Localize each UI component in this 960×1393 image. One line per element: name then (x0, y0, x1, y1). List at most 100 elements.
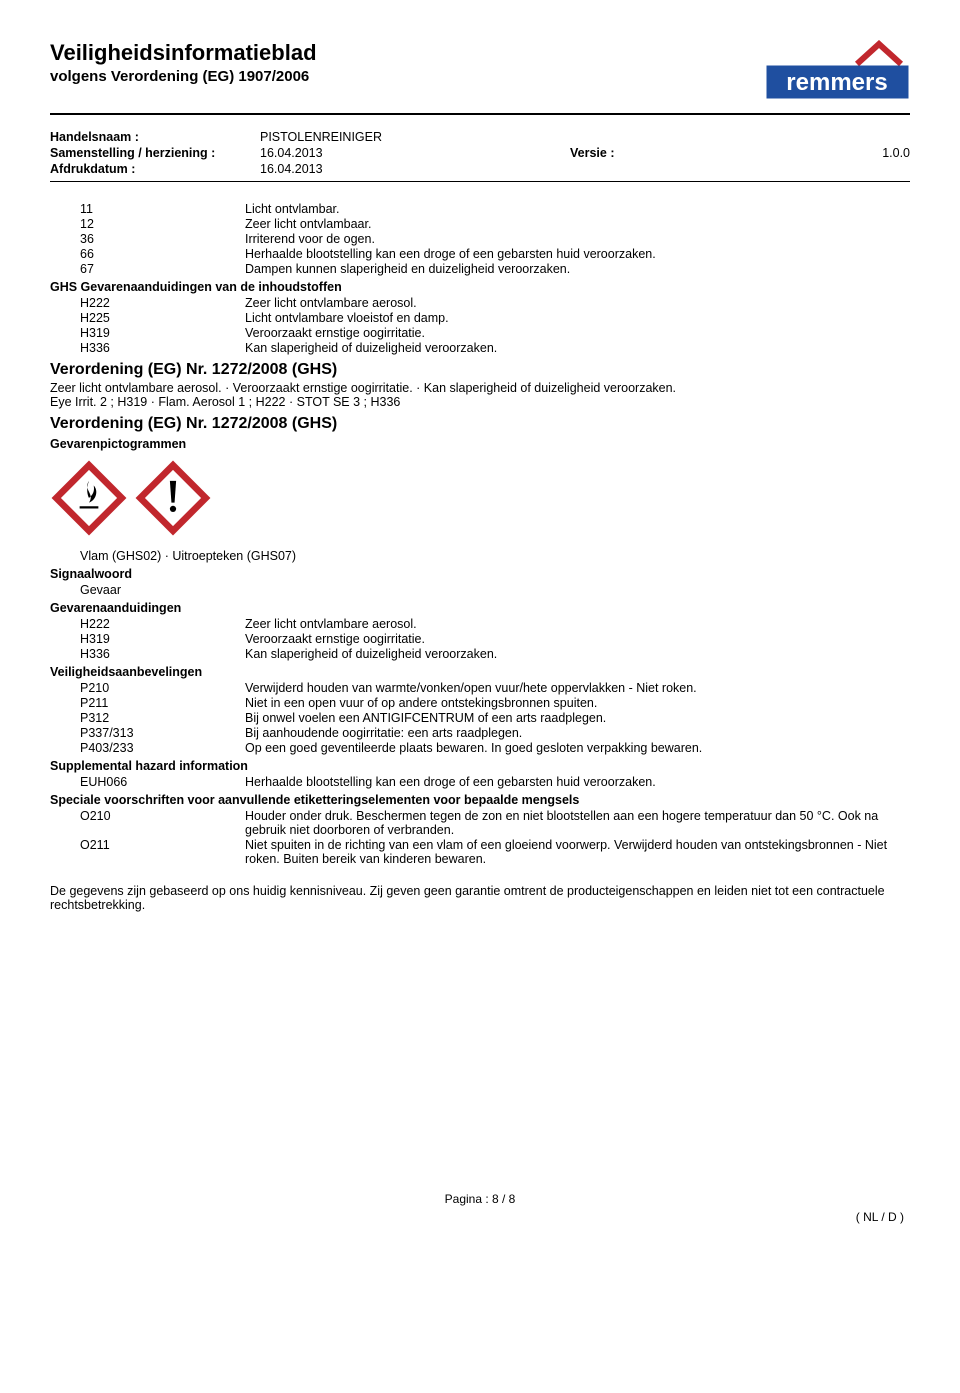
p-statement-row: P211Niet in een open vuur of op andere o… (80, 696, 910, 710)
pictograms-label: Gevarenpictogrammen (50, 437, 910, 451)
p-statement-row: P337/313Bij aanhoudende oogirritatie: ee… (80, 726, 910, 740)
special-title: Speciale voorschriften voor aanvullende … (50, 793, 910, 807)
r-phrase-row: 36Irriterend voor de ogen. (80, 232, 910, 246)
signal-label: Signaalwoord (50, 567, 910, 581)
brand-logo: remmers (765, 40, 910, 105)
r-phrase-code: 12 (80, 217, 245, 231)
divider-thin (50, 181, 910, 182)
ghs-ingredient-text: Kan slaperigheid of duizeligheid veroorz… (245, 341, 910, 355)
r-phrase-text: Herhaalde blootstelling kan een droge of… (245, 247, 910, 261)
p-statement-list: P210Verwijderd houden van warmte/vonken/… (80, 681, 910, 755)
ghs-ingredient-text: Licht ontvlambare vloeistof en damp. (245, 311, 910, 325)
meta-samenstelling: 16.04.2013 (260, 145, 570, 161)
h-statement-text: Kan slaperigheid of duizeligheid veroorz… (245, 647, 910, 661)
special-code: O211 (80, 838, 245, 866)
ghs-ingredient-row: H222Zeer licht ontvlambare aerosol. (80, 296, 910, 310)
r-phrase-row: 66Herhaalde blootstelling kan een droge … (80, 247, 910, 261)
supp-list: EUH066Herhaalde blootstelling kan een dr… (80, 775, 910, 789)
special-text: Niet spuiten in de richting van een vlam… (245, 838, 910, 866)
supp-row: EUH066Herhaalde blootstelling kan een dr… (80, 775, 910, 789)
doc-subtitle: volgens Verordening (EG) 1907/2006 (50, 68, 317, 85)
r-phrase-code: 11 (80, 202, 245, 216)
content: 11Licht ontvlambar.12Zeer licht ontvlamb… (80, 202, 910, 866)
reg2-title: Verordening (EG) Nr. 1272/2008 (GHS) (50, 415, 910, 433)
p-statement-code: P210 (80, 681, 245, 695)
p-statement-code: P337/313 (80, 726, 245, 740)
p-statement-row: P312Bij onwel voelen een ANTIGIFCENTRUM … (80, 711, 910, 725)
p-statement-row: P403/233Op een goed geventileerde plaats… (80, 741, 910, 755)
supp-code: EUH066 (80, 775, 245, 789)
r-phrase-row: 11Licht ontvlambar. (80, 202, 910, 216)
h-statement-code: H319 (80, 632, 245, 646)
p-statement-text: Bij onwel voelen een ANTIGIFCENTRUM of e… (245, 711, 910, 725)
r-phrase-code: 36 (80, 232, 245, 246)
r-phrase-row: 67Dampen kunnen slaperigheid en duizelig… (80, 262, 910, 276)
h-statement-code: H336 (80, 647, 245, 661)
doc-title: Veiligheidsinformatieblad (50, 40, 317, 66)
signal-word: Gevaar (80, 583, 910, 597)
ghs-ingredient-code: H222 (80, 296, 245, 310)
ghs-ingredient-text: Veroorzaakt ernstige oogirritatie. (245, 326, 910, 340)
supp-title: Supplemental hazard information (50, 759, 910, 773)
reg1-title: Verordening (EG) Nr. 1272/2008 (GHS) (50, 361, 910, 379)
reg1-line1: Zeer licht ontvlambare aerosol. · Veroor… (50, 381, 910, 395)
meta-label-samenstelling: Samenstelling / herziening : (50, 145, 260, 161)
meta-table: Handelsnaam : PISTOLENREINIGER Samenstel… (50, 129, 910, 177)
meta-label-handelsnaam: Handelsnaam : (50, 129, 260, 145)
ghs-ingredient-code: H319 (80, 326, 245, 340)
h-statement-row: H336Kan slaperigheid of duizeligheid ver… (80, 647, 910, 661)
meta-label-afdruk: Afdrukdatum : (50, 161, 260, 177)
h-statement-row: H222Zeer licht ontvlambare aerosol. (80, 617, 910, 631)
p-statement-text: Verwijderd houden van warmte/vonken/open… (245, 681, 910, 695)
supp-text: Herhaalde blootstelling kan een droge of… (245, 775, 910, 789)
p-title: Veiligheidsaanbevelingen (50, 665, 910, 679)
r-phrase-row: 12Zeer licht ontvlambaar. (80, 217, 910, 231)
ghs-ingredient-code: H336 (80, 341, 245, 355)
page-footer: Pagina : 8 / 8 (50, 1192, 910, 1206)
ghs-ingredients-list: H222Zeer licht ontvlambare aerosol.H225L… (80, 296, 910, 355)
h-statement-text: Veroorzaakt ernstige oogirritatie. (245, 632, 910, 646)
special-row: O211Niet spuiten in de richting van een … (80, 838, 910, 866)
ghs-pictograms (50, 459, 910, 537)
header-titles: Veiligheidsinformatieblad volgens Verord… (50, 40, 317, 85)
remmers-logo-icon: remmers (765, 40, 910, 102)
ghs-ingredients-title: GHS Gevarenaanduidingen van de inhoudsto… (50, 280, 910, 294)
h-statement-code: H222 (80, 617, 245, 631)
meta-versie: 1.0.0 (770, 145, 910, 161)
svg-text:remmers: remmers (786, 69, 887, 96)
special-code: O210 (80, 809, 245, 837)
meta-afdruk: 16.04.2013 (260, 161, 570, 177)
ghs-flame-icon (50, 459, 128, 537)
special-list: O210Houder onder druk. Beschermen tegen … (80, 809, 910, 866)
disclaimer: De gegevens zijn gebaseerd op ons huidig… (50, 884, 910, 912)
h-statement-list: H222Zeer licht ontvlambare aerosol.H319V… (80, 617, 910, 661)
header: Veiligheidsinformatieblad volgens Verord… (50, 40, 910, 105)
special-text: Houder onder druk. Beschermen tegen de z… (245, 809, 910, 837)
ghs-ingredient-text: Zeer licht ontvlambare aerosol. (245, 296, 910, 310)
special-row: O210Houder onder druk. Beschermen tegen … (80, 809, 910, 837)
pictogram-line: Vlam (GHS02) · Uitroepteken (GHS07) (80, 549, 910, 563)
r-phrase-code: 67 (80, 262, 245, 276)
p-statement-text: Op een goed geventileerde plaats bewaren… (245, 741, 910, 755)
r-phrase-text: Dampen kunnen slaperigheid en duizelighe… (245, 262, 910, 276)
divider-thick (50, 113, 910, 115)
meta-handelsnaam: PISTOLENREINIGER (260, 129, 570, 145)
reg1-line2: Eye Irrit. 2 ; H319 · Flam. Aerosol 1 ; … (50, 395, 910, 409)
p-statement-code: P403/233 (80, 741, 245, 755)
r-phrase-text: Zeer licht ontvlambaar. (245, 217, 910, 231)
r-phrase-code: 66 (80, 247, 245, 261)
p-statement-row: P210Verwijderd houden van warmte/vonken/… (80, 681, 910, 695)
p-statement-code: P211 (80, 696, 245, 710)
h-title: Gevarenaanduidingen (50, 601, 910, 615)
meta-label-versie: Versie : (570, 145, 770, 161)
h-statement-text: Zeer licht ontvlambare aerosol. (245, 617, 910, 631)
p-statement-text: Niet in een open vuur of op andere ontst… (245, 696, 910, 710)
r-phrase-list: 11Licht ontvlambar.12Zeer licht ontvlamb… (80, 202, 910, 276)
r-phrase-text: Licht ontvlambar. (245, 202, 910, 216)
ghs-exclamation-icon (134, 459, 212, 537)
page-locale: ( NL / D ) (50, 1210, 910, 1224)
ghs-ingredient-row: H319Veroorzaakt ernstige oogirritatie. (80, 326, 910, 340)
r-phrase-text: Irriterend voor de ogen. (245, 232, 910, 246)
ghs-ingredient-code: H225 (80, 311, 245, 325)
ghs-ingredient-row: H336Kan slaperigheid of duizeligheid ver… (80, 341, 910, 355)
